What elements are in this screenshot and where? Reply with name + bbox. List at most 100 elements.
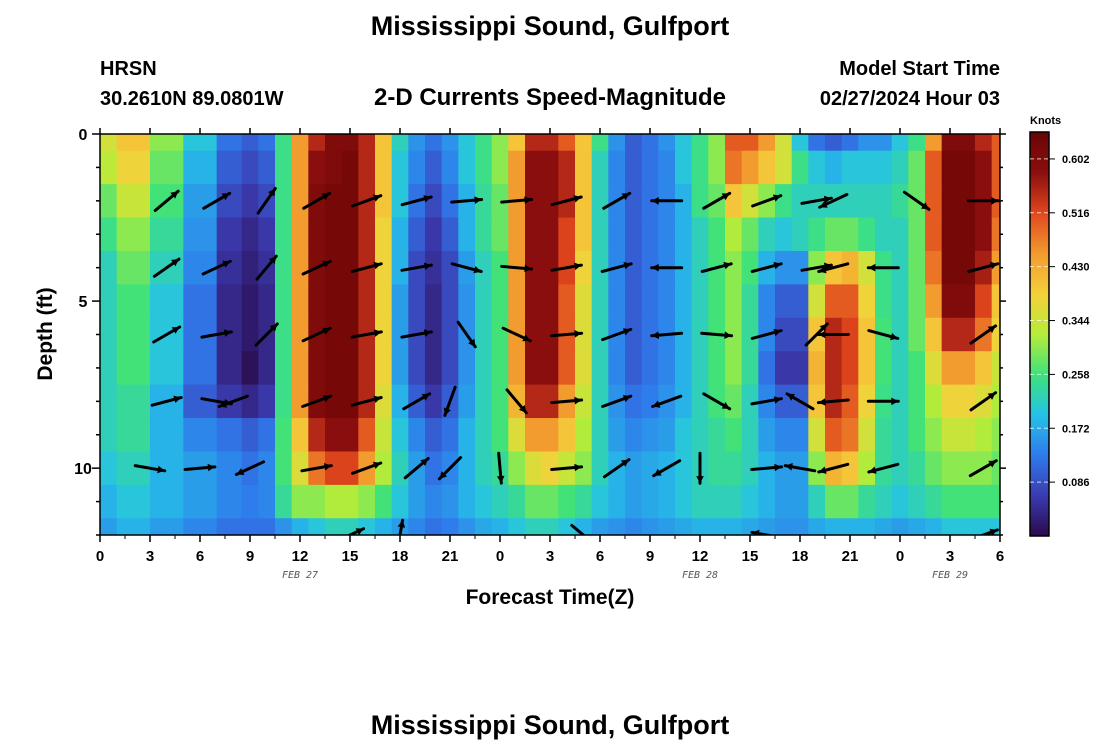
heatmap-cell xyxy=(941,518,959,535)
heatmap-cell xyxy=(525,284,543,319)
heatmap-cell xyxy=(100,317,118,352)
heatmap-cell xyxy=(658,134,676,152)
heatmap-cell xyxy=(925,150,943,185)
heatmap-cell xyxy=(841,418,859,453)
heatmap-cell xyxy=(675,351,693,386)
heatmap-cell xyxy=(741,518,759,535)
heatmap-cell xyxy=(291,217,309,252)
heatmap-cell xyxy=(791,484,809,519)
heatmap-cell xyxy=(258,518,276,535)
heatmap-cell xyxy=(183,418,218,453)
heatmap-cell xyxy=(408,351,426,386)
current-arrow xyxy=(346,527,366,535)
heatmap-cell xyxy=(375,250,393,285)
heatmap-cell xyxy=(441,217,459,252)
heatmap-cell xyxy=(658,284,676,319)
heatmap-cell xyxy=(708,150,726,185)
heatmap-cell xyxy=(741,418,759,453)
heatmap-cell xyxy=(858,351,876,386)
heatmap-cell xyxy=(391,134,409,152)
heatmap-cell xyxy=(541,150,559,185)
heatmap-cell xyxy=(341,184,359,219)
heatmap-cell xyxy=(891,418,909,453)
current-arrow xyxy=(696,451,704,485)
heatmap-cell xyxy=(508,284,526,319)
heatmap-cell xyxy=(891,451,909,486)
heatmap-cell xyxy=(291,484,309,519)
heatmap-cell xyxy=(608,518,626,535)
heatmap-cell xyxy=(525,150,543,185)
heatmap-cell xyxy=(116,384,151,419)
heatmap-cell xyxy=(291,451,309,486)
heatmap-cell xyxy=(341,351,359,386)
heatmap-cell xyxy=(841,250,859,285)
heatmap-cell xyxy=(275,150,293,185)
heatmap-cell xyxy=(150,518,184,535)
x-tick-label: 3 xyxy=(146,548,154,565)
heatmap-cell xyxy=(558,351,576,386)
heatmap-cell xyxy=(341,217,359,252)
heatmap-cell xyxy=(241,150,259,185)
heatmap-cell xyxy=(100,184,118,219)
heatmap-cell xyxy=(658,484,676,519)
heatmap-cell xyxy=(625,134,643,152)
heatmap-cell xyxy=(216,134,243,152)
heatmap-cell xyxy=(808,451,826,486)
current-arrow xyxy=(817,462,850,474)
heatmap-cell xyxy=(491,150,509,185)
heatmap-cell xyxy=(691,184,709,219)
heatmap-cell xyxy=(691,484,709,519)
heatmap-cell xyxy=(641,451,659,486)
heatmap-cell xyxy=(691,518,709,535)
current-arrow xyxy=(400,262,433,272)
heatmap-cell xyxy=(425,484,443,519)
heatmap-cell xyxy=(775,150,793,185)
heatmap-cell xyxy=(358,518,376,535)
current-arrow xyxy=(750,396,783,406)
heatmap-cell xyxy=(458,484,476,519)
heatmap-cell xyxy=(941,451,959,486)
x-tick-label: 0 xyxy=(496,548,504,565)
heatmap-cell xyxy=(475,317,493,352)
heatmap-cell xyxy=(358,351,376,386)
heatmap-cell xyxy=(791,317,809,352)
x-tick-label: 6 xyxy=(996,548,1004,565)
current-arrow xyxy=(966,197,1000,205)
heatmap-cell xyxy=(758,518,776,535)
heatmap-cell xyxy=(275,384,293,419)
heatmap-cell xyxy=(375,217,393,252)
heatmap-cell xyxy=(575,217,593,252)
x-tick-label: 3 xyxy=(946,548,954,565)
heatmap-cell xyxy=(575,384,593,419)
heatmap-cell xyxy=(325,217,343,252)
heatmap-cell xyxy=(341,418,359,453)
current-arrow xyxy=(967,261,1000,273)
heatmap-cell xyxy=(508,518,526,535)
heatmap-cell xyxy=(691,284,709,319)
heatmap-cell xyxy=(258,451,276,486)
heatmap-cell xyxy=(708,217,726,252)
current-arrow xyxy=(500,264,534,273)
heatmap-cell xyxy=(975,351,993,386)
heatmap-cell xyxy=(725,351,743,386)
heatmap-cell xyxy=(958,484,976,519)
current-arrow xyxy=(651,394,683,408)
heatmap-cell xyxy=(775,317,793,352)
heatmap-cell xyxy=(291,418,309,453)
heatmap-cell xyxy=(183,351,218,386)
heatmap-cell xyxy=(925,284,943,319)
y-axis-label: Depth (ft) xyxy=(34,287,57,380)
heatmap-cell xyxy=(758,284,776,319)
heatmap-cell xyxy=(475,418,493,453)
heatmap-cell xyxy=(325,451,343,486)
x-tick-label: 3 xyxy=(546,548,554,565)
heatmap-cell xyxy=(758,150,776,185)
heatmap-cell xyxy=(808,150,826,185)
current-arrow xyxy=(804,322,829,347)
heatmap-cell xyxy=(991,284,1000,319)
heatmap-cell xyxy=(725,384,743,419)
heatmap-cell xyxy=(216,518,243,535)
heatmap-cell xyxy=(375,451,393,486)
heatmap-cell xyxy=(958,150,976,185)
heatmap-cell xyxy=(475,134,493,152)
